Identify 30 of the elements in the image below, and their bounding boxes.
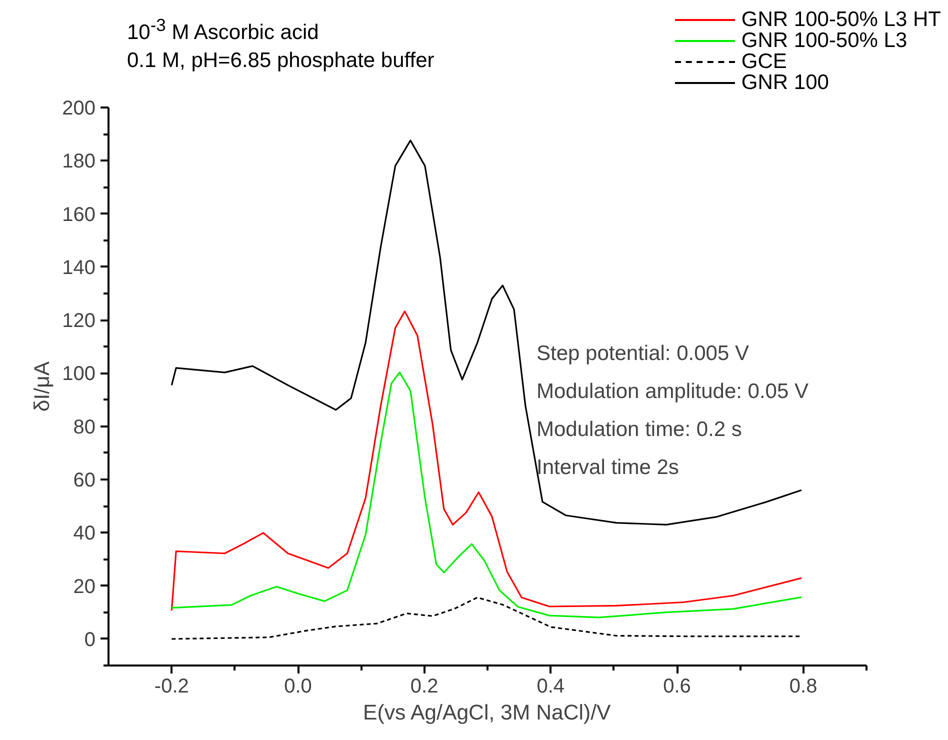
legend-label: GNR 100 <box>741 71 829 94</box>
y-tick-label: 40 <box>73 522 96 545</box>
x-tick-label: 0.0 <box>284 676 312 698</box>
y-tick-label: 20 <box>73 576 96 598</box>
x-tick-label: -0.2 <box>154 676 189 698</box>
legend-label: GNR 100-50% L3 <box>741 29 908 52</box>
y-tick-label: 0 <box>84 628 96 651</box>
y-tick-label: 140 <box>62 256 96 279</box>
legend-label: GCE <box>741 50 787 73</box>
y-tick-label: 100 <box>62 363 96 386</box>
y-tick-label: 200 <box>62 98 96 120</box>
annotation: Interval time 2s <box>536 456 679 479</box>
y-axis-title: δI/μA <box>30 360 54 412</box>
y-tick-label: 120 <box>62 310 96 332</box>
chart-subtitle: 0.1 M, pH=6.85 phosphate buffer <box>127 48 434 74</box>
y-tick-label: 180 <box>62 150 96 173</box>
x-tick-label: 0.4 <box>536 676 565 698</box>
x-tick-label: 0.6 <box>663 676 691 698</box>
annotation: Modulation amplitude: 0.05 V <box>536 380 809 403</box>
y-tick-label: 60 <box>73 470 96 492</box>
line-series <box>170 596 802 640</box>
y-tick-label: 160 <box>62 204 96 226</box>
x-axis-title: E(vs Ag/AgCl, 3M NaCl)/V <box>363 700 612 724</box>
x-tick-label: 0.8 <box>789 676 818 698</box>
chart-title: 10$^{-3}$ M Ascorbic acid <box>127 14 320 46</box>
annotation: Modulation time: 0.2 s <box>536 418 742 441</box>
x-tick-label: 0.2 <box>410 676 438 698</box>
y-tick-label: 80 <box>73 416 96 438</box>
legend-label: GNR 100-50% L3 HT <box>741 8 941 31</box>
annotation: Step potential: 0.005 V <box>536 342 749 365</box>
